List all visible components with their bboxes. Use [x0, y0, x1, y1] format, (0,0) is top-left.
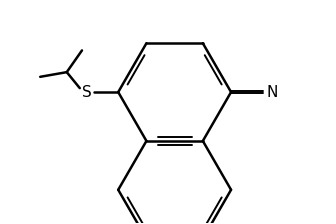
Text: N: N: [266, 85, 278, 100]
Text: S: S: [82, 85, 92, 100]
